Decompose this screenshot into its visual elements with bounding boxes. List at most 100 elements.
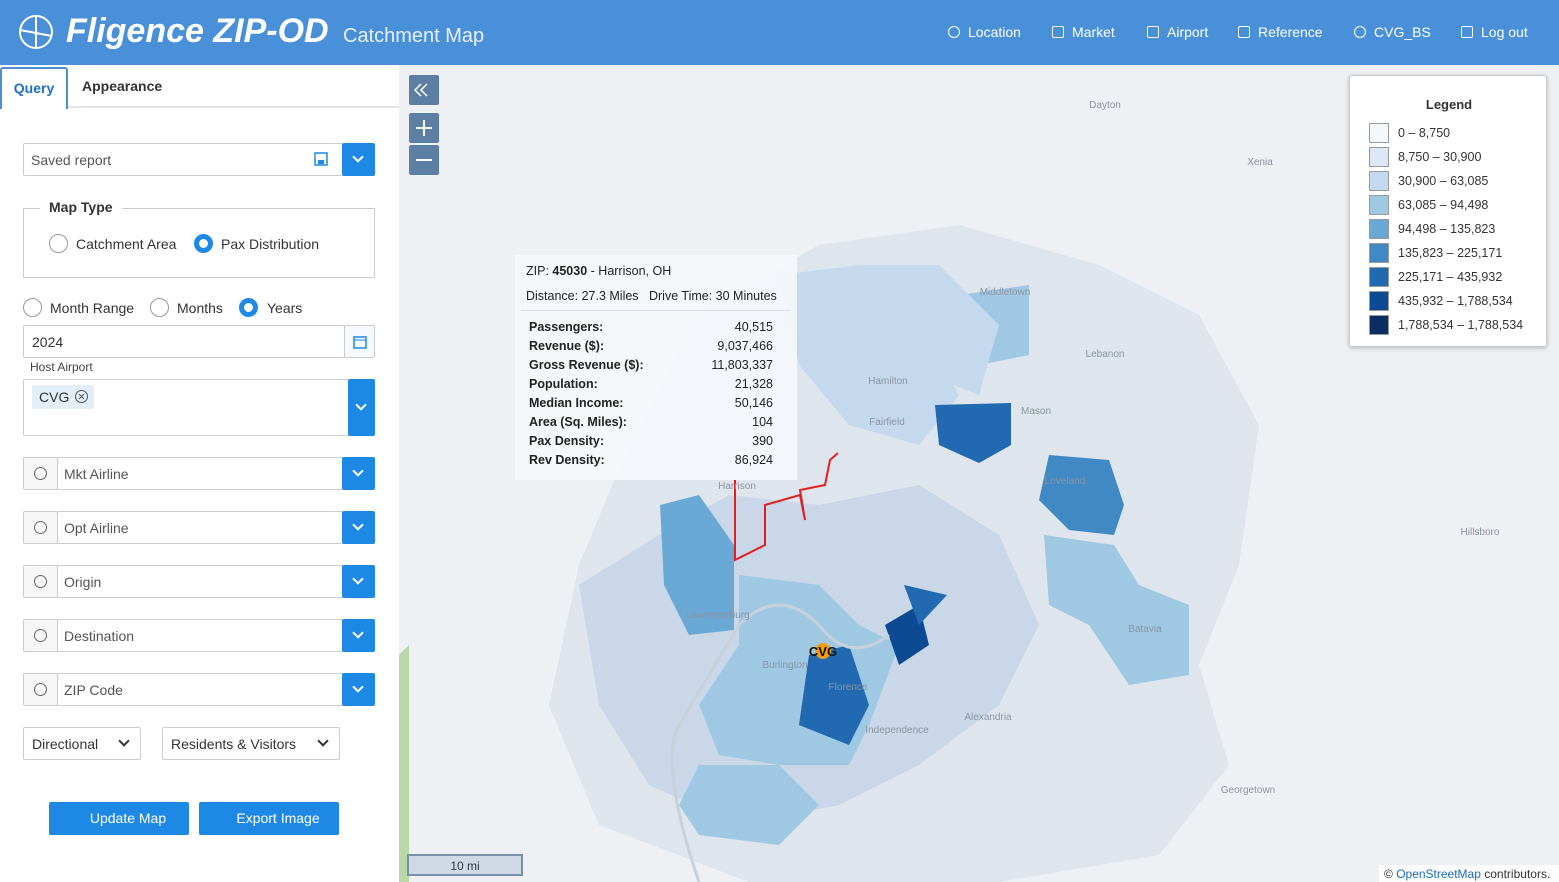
update-map-button[interactable]: Update Map	[49, 802, 189, 835]
tab[interactable]: Appearance	[82, 78, 163, 94]
legend-label: 8,750 – 30,900	[1398, 150, 1482, 164]
dropdown-button[interactable]	[342, 619, 375, 652]
legend-swatch	[1369, 219, 1389, 239]
host-airport-select[interactable]: CVG	[23, 379, 349, 436]
place-label: Loveland	[1045, 476, 1086, 487]
export-image-button[interactable]: Export Image	[199, 802, 339, 835]
ban-icon	[34, 467, 47, 480]
calendar-button[interactable]	[344, 325, 375, 358]
placeholder: Destination	[64, 628, 135, 644]
nav-icon	[1354, 26, 1366, 38]
radio[interactable]	[239, 298, 258, 317]
chip-text: CVG	[39, 389, 70, 405]
scale-bar	[407, 854, 523, 876]
legend-label: 1,788,534 – 1,788,534	[1398, 318, 1524, 332]
row-label: Revenue ($):	[529, 339, 605, 353]
filter-input[interactable]: Mkt Airline	[57, 457, 343, 490]
nav-link[interactable]: Market	[1072, 24, 1115, 40]
row-value: 11,803,337	[711, 358, 773, 372]
legend-swatch	[1369, 171, 1389, 191]
filter-input[interactable]: ZIP Code	[57, 673, 343, 706]
attribution-link[interactable]: OpenStreetMap	[1396, 867, 1481, 881]
legend-label: 94,498 – 135,823	[1398, 222, 1496, 236]
dropdown-button[interactable]	[348, 379, 375, 436]
nav-icon	[1147, 26, 1159, 38]
ban-icon	[34, 683, 47, 696]
place-label: Hamilton	[868, 376, 907, 387]
row-label: Gross Revenue ($):	[529, 358, 644, 372]
legend-label: 0 – 8,750	[1398, 126, 1451, 140]
distance: Distance: 27.3 Miles	[526, 289, 639, 303]
place: - Harrison, OH	[590, 264, 672, 278]
dropdown-button[interactable]	[342, 511, 375, 544]
row-label: Rev Density:	[529, 453, 605, 467]
chevron	[352, 573, 364, 585]
chevron	[352, 519, 364, 531]
radio-label: Catchment Area	[76, 236, 177, 252]
placeholder: Origin	[64, 574, 102, 590]
dropdown-button[interactable]	[342, 565, 375, 598]
saved-report-input[interactable]: Saved report	[23, 143, 343, 176]
clear-button[interactable]	[23, 565, 58, 598]
place-label: Hillsboro	[1461, 527, 1500, 538]
legend-label: 63,085 – 94,498	[1398, 198, 1489, 212]
dropdown[interactable]: Residents & Visitors	[162, 727, 340, 760]
nav-icon	[1052, 26, 1064, 38]
radio-label: Months	[177, 300, 223, 316]
dropdown-button[interactable]	[342, 457, 375, 490]
clear-button[interactable]	[23, 619, 58, 652]
clear-button[interactable]	[23, 457, 58, 490]
drive-time: Drive Time: 30 Minutes	[648, 289, 777, 303]
nav-icon	[1238, 26, 1250, 38]
nav-link[interactable]: Reference	[1258, 24, 1323, 40]
row-label: Passengers:	[529, 320, 604, 334]
place-label: Georgetown	[1221, 785, 1275, 796]
zip-label: ZIP:	[526, 264, 549, 278]
filter-input[interactable]: Destination	[57, 619, 343, 652]
dropdown-button[interactable]	[342, 143, 375, 176]
placeholder: Opt Airline	[64, 520, 129, 536]
radio[interactable]	[150, 298, 169, 317]
dropdown[interactable]: Directional	[23, 727, 141, 760]
row-label: Population:	[529, 377, 598, 391]
tab[interactable]: Query	[0, 67, 68, 109]
year-input[interactable]: 2024	[23, 325, 345, 358]
filter-input[interactable]: Origin	[57, 565, 343, 598]
collapse-button[interactable]	[409, 75, 439, 105]
clear-button[interactable]	[23, 511, 58, 544]
place-label: Alexandria	[964, 712, 1012, 723]
place-label: Fairfield	[869, 417, 905, 428]
radio[interactable]	[194, 234, 213, 253]
brand: Fligence ZIP-OD	[66, 12, 329, 50]
filter-input[interactable]: Opt Airline	[57, 511, 343, 544]
legend-swatch	[1369, 315, 1389, 335]
radio-label: Month Range	[50, 300, 135, 316]
radio[interactable]	[49, 234, 68, 253]
airport-label[interactable]: CVG	[809, 644, 837, 659]
legend-title: Legend	[1425, 97, 1473, 112]
placeholder: Mkt Airline	[64, 466, 129, 482]
button-text: Update Map	[89, 810, 167, 826]
placeholder: ZIP Code	[64, 682, 123, 698]
chevron	[352, 681, 364, 693]
row-value: 40,515	[734, 320, 773, 334]
legend-swatch	[1369, 243, 1389, 263]
nav-link[interactable]: Location	[968, 24, 1021, 40]
legend-swatch	[1369, 147, 1389, 167]
place-label: Mason	[1021, 406, 1051, 417]
nav-icon	[948, 26, 960, 38]
radio[interactable]	[23, 298, 42, 317]
row-value: 86,924	[734, 453, 773, 467]
nav-link[interactable]: Airport	[1167, 24, 1209, 40]
nav-link[interactable]: Log out	[1481, 24, 1528, 40]
save-icon[interactable]	[314, 152, 328, 166]
ban-icon	[34, 575, 47, 588]
clear-button[interactable]	[23, 673, 58, 706]
chip-remove[interactable]	[74, 389, 89, 404]
nav-link[interactable]: CVG_BS	[1374, 24, 1431, 40]
legend-label: 30,900 – 63,085	[1398, 174, 1489, 188]
row-label: Median Income:	[529, 396, 624, 410]
year: 2024	[32, 334, 64, 350]
dropdown-button[interactable]	[342, 673, 375, 706]
